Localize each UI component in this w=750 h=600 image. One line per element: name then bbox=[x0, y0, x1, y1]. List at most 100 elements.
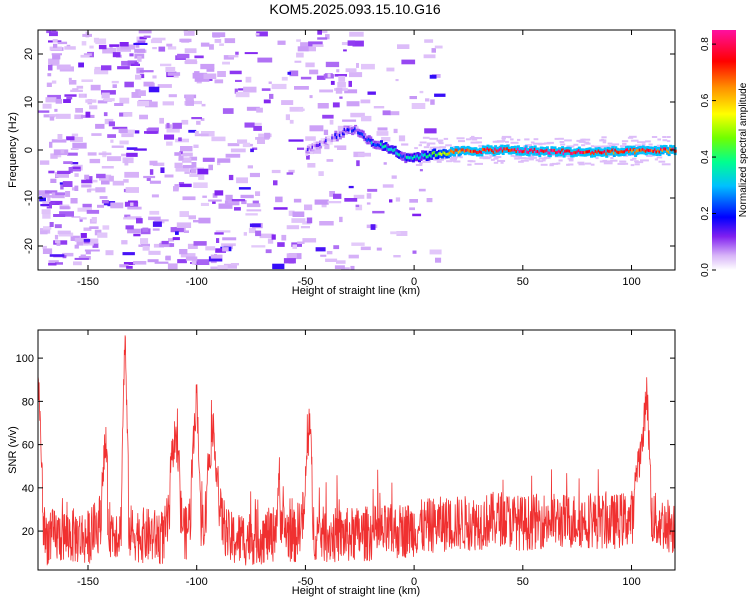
spectrogram-cell bbox=[225, 194, 233, 201]
spectrogram-cell bbox=[101, 200, 109, 204]
spectrogram-cell bbox=[126, 265, 133, 269]
spectrogram-cell bbox=[170, 227, 184, 233]
spectrogram-cell bbox=[246, 203, 261, 208]
spectrogram-cell bbox=[253, 126, 262, 131]
spectrogram-cell bbox=[541, 159, 546, 162]
spectrogram-cell bbox=[390, 231, 401, 235]
spectrogram-cell bbox=[423, 146, 430, 149]
spectrogram-cell bbox=[436, 139, 443, 142]
spectrogram-cell bbox=[119, 264, 129, 268]
spectrogram-cell bbox=[307, 148, 322, 154]
spectrogram-cell bbox=[366, 202, 371, 205]
spectrogram-cell bbox=[184, 31, 195, 36]
spectrogram-cell bbox=[211, 136, 226, 142]
spectrogram-cell bbox=[321, 203, 327, 208]
colorbar-tick-label: 0.8 bbox=[700, 37, 711, 51]
spectrogram-cell bbox=[333, 193, 342, 199]
spectrogram-cell bbox=[109, 44, 120, 47]
spectrogram-track-cell bbox=[398, 153, 402, 157]
spectrogram-cell bbox=[235, 91, 250, 98]
spectrogram-cell bbox=[620, 160, 627, 163]
spectrogram-cell bbox=[223, 263, 237, 269]
spectrogram-y-ticks: -20 -10 0 10 20 bbox=[23, 48, 675, 254]
spectrogram-cell bbox=[401, 143, 409, 146]
spectrogram-cell bbox=[426, 198, 433, 203]
spectrogram-cell bbox=[55, 98, 62, 104]
spectrogram-y-tick-label: -20 bbox=[23, 238, 35, 254]
spectrogram-cell bbox=[48, 262, 57, 266]
spectrogram-cell bbox=[334, 145, 339, 148]
spectrogram-cell bbox=[148, 250, 161, 255]
spectrogram-cell bbox=[119, 42, 129, 47]
spectrogram-cell bbox=[134, 48, 145, 53]
spectrogram-track-cell bbox=[655, 150, 659, 154]
spectrogram-cell bbox=[373, 106, 385, 109]
spectrogram-cell bbox=[49, 31, 58, 37]
spectrogram-cell bbox=[329, 119, 334, 125]
spectrogram-cell bbox=[56, 64, 71, 70]
spectrogram-cell bbox=[148, 86, 160, 93]
spectrogram-cell bbox=[478, 144, 485, 147]
spectrogram-cell bbox=[55, 113, 71, 119]
spectrogram-cell bbox=[306, 155, 310, 160]
spectrogram-cell bbox=[317, 37, 328, 40]
spectrogram-cell bbox=[312, 44, 324, 47]
spectrogram-cell bbox=[101, 166, 114, 169]
spectrogram-cell bbox=[568, 159, 574, 162]
spectrogram-cell bbox=[152, 75, 157, 79]
spectrogram-cell bbox=[338, 75, 346, 82]
spectrogram-cell bbox=[525, 144, 532, 147]
spectrogram-cell bbox=[590, 145, 595, 148]
spectrogram-cell bbox=[194, 55, 204, 59]
spectrogram-cell bbox=[138, 244, 148, 247]
spectrogram-cell bbox=[48, 58, 60, 65]
spectrogram-cell bbox=[255, 33, 260, 36]
spectrogram-cell bbox=[127, 206, 142, 210]
spectrogram-track-cell bbox=[503, 147, 507, 151]
spectrogram-cell bbox=[349, 31, 364, 37]
colorbar-tick-label: 0.4 bbox=[700, 150, 711, 164]
spectrogram-cell bbox=[518, 160, 524, 163]
spectrogram-cell bbox=[409, 199, 418, 203]
colorbar-tick-label: 0.0 bbox=[700, 263, 711, 277]
spectrogram-cell bbox=[193, 182, 208, 188]
spectrogram-cell bbox=[71, 166, 81, 172]
spectrogram-cell bbox=[418, 188, 426, 192]
spectrogram-cell bbox=[423, 54, 436, 59]
spectrogram-track-cell bbox=[628, 150, 631, 153]
spectrogram-cell bbox=[229, 70, 242, 75]
spectrogram-cell bbox=[183, 230, 189, 233]
spectrogram-y-tick-label: 20 bbox=[23, 48, 35, 60]
spectrogram-cell bbox=[49, 116, 55, 121]
spectrogram-cell bbox=[139, 114, 148, 120]
spectrogram-cell bbox=[54, 234, 59, 240]
spectrogram-track-cell bbox=[363, 135, 367, 139]
spectrogram-cell bbox=[513, 155, 522, 158]
spectrogram-cell bbox=[292, 211, 305, 217]
spectrogram-cell bbox=[194, 133, 209, 137]
spectrogram-cell bbox=[409, 96, 417, 100]
snr-series-line bbox=[37, 335, 676, 566]
spectrogram-cell bbox=[54, 240, 61, 244]
spectrogram-cell bbox=[85, 111, 91, 118]
spectrogram-cell bbox=[86, 209, 100, 214]
spectrogram-cell bbox=[281, 76, 288, 81]
spectrogram-cell bbox=[81, 184, 92, 188]
spectrogram-cell bbox=[577, 161, 585, 164]
spectrogram-cell bbox=[124, 214, 131, 218]
spectrogram-cell bbox=[255, 137, 270, 140]
spectrogram-cell bbox=[150, 39, 162, 44]
spectrogram-cell bbox=[182, 196, 196, 201]
spectrogram-cell bbox=[234, 88, 238, 94]
spectrogram-cell bbox=[191, 162, 197, 168]
spectrogram-cell bbox=[184, 48, 197, 54]
spectrogram-cell bbox=[305, 46, 316, 52]
spectrogram-cell bbox=[244, 52, 258, 55]
spectrogram-cell bbox=[537, 160, 544, 163]
spectrogram-track-cell bbox=[355, 128, 359, 132]
spectrogram-cell bbox=[500, 161, 504, 164]
spectrogram-cell bbox=[324, 144, 330, 150]
spectrogram-cell bbox=[424, 128, 437, 134]
spectrogram-cell bbox=[89, 105, 98, 110]
spectrogram-track-cell bbox=[614, 148, 618, 152]
